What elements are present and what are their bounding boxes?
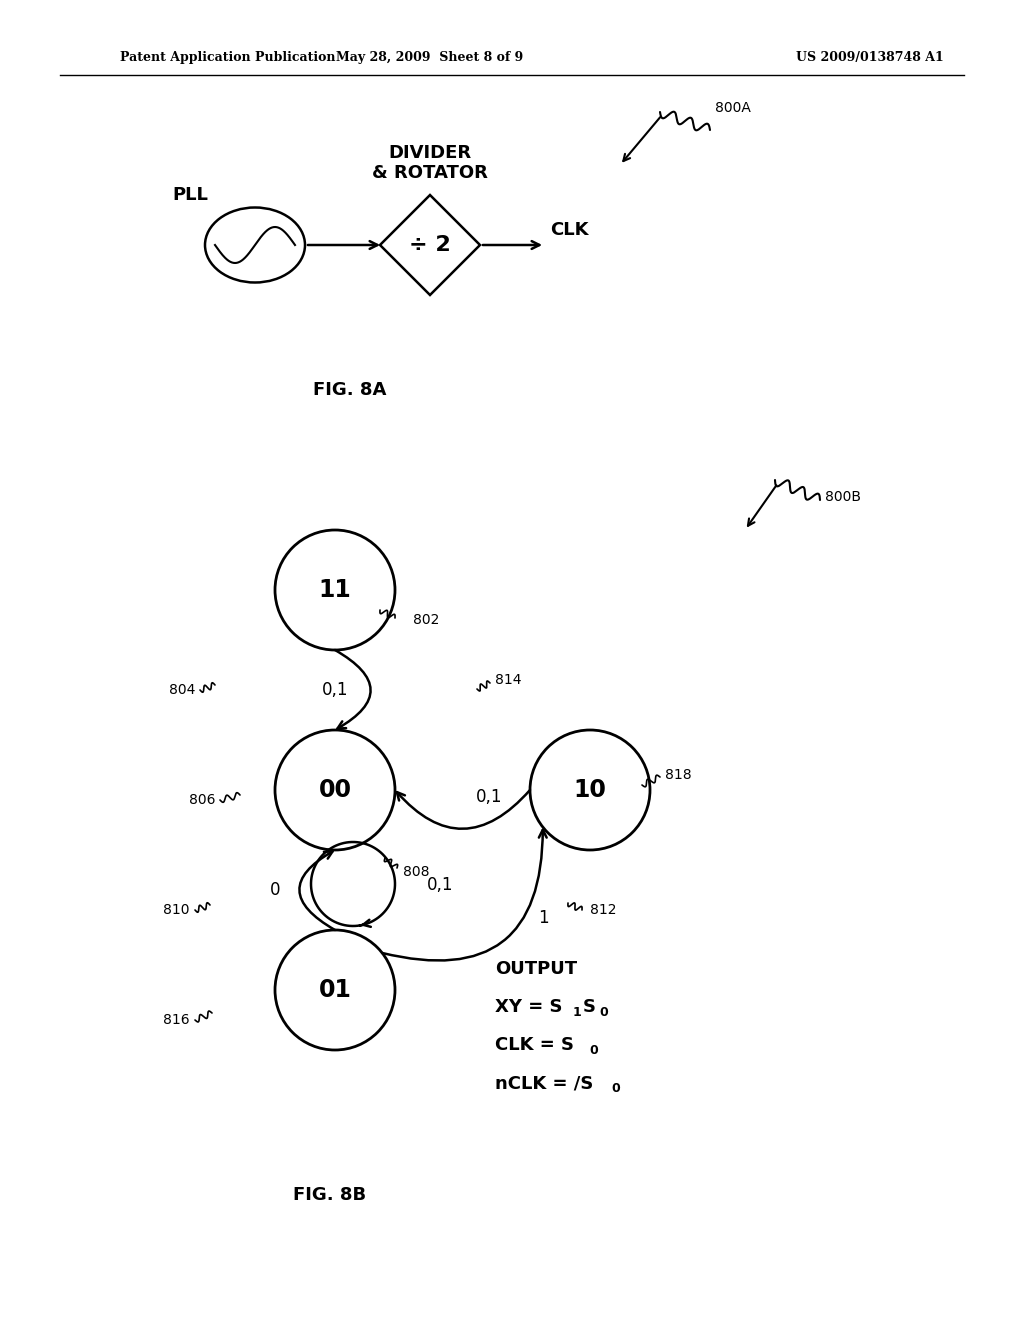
Text: 802: 802: [413, 612, 439, 627]
Text: XY = S: XY = S: [495, 998, 562, 1016]
Text: PLL: PLL: [172, 186, 208, 205]
Text: S: S: [583, 998, 596, 1016]
Text: ÷ 2: ÷ 2: [410, 235, 451, 255]
Text: 814: 814: [495, 673, 521, 686]
Text: 11: 11: [318, 578, 351, 602]
Text: & ROTATOR: & ROTATOR: [372, 164, 488, 182]
Text: 0: 0: [269, 880, 281, 899]
Text: 10: 10: [573, 777, 606, 803]
Text: FIG. 8B: FIG. 8B: [294, 1185, 367, 1204]
Text: 810: 810: [164, 903, 190, 917]
Text: CLK: CLK: [550, 220, 589, 239]
Text: 806: 806: [188, 793, 215, 807]
Text: 01: 01: [318, 978, 351, 1002]
FancyArrowPatch shape: [382, 830, 547, 961]
Text: 1: 1: [573, 1006, 582, 1019]
Text: 804: 804: [169, 682, 195, 697]
Text: Patent Application Publication: Patent Application Publication: [120, 51, 336, 65]
Text: 0,1: 0,1: [427, 876, 454, 894]
Text: 1: 1: [538, 908, 548, 927]
Text: 818: 818: [665, 768, 691, 781]
Text: DIVIDER: DIVIDER: [388, 144, 472, 162]
Text: nCLK = /S: nCLK = /S: [495, 1074, 593, 1092]
Text: 0: 0: [611, 1082, 620, 1096]
Text: 816: 816: [164, 1012, 190, 1027]
Text: OUTPUT: OUTPUT: [495, 960, 578, 978]
FancyArrowPatch shape: [335, 649, 371, 729]
FancyArrowPatch shape: [299, 851, 335, 931]
Text: US 2009/0138748 A1: US 2009/0138748 A1: [796, 51, 944, 65]
Text: 0,1: 0,1: [322, 681, 348, 700]
Text: 808: 808: [403, 865, 429, 879]
Text: 800A: 800A: [715, 102, 751, 115]
Text: 800B: 800B: [825, 490, 861, 504]
Text: 00: 00: [318, 777, 351, 803]
Text: 0,1: 0,1: [476, 788, 503, 807]
Text: CLK = S: CLK = S: [495, 1036, 574, 1053]
FancyArrowPatch shape: [397, 789, 530, 829]
Text: FIG. 8A: FIG. 8A: [313, 381, 387, 399]
Text: 0: 0: [599, 1006, 608, 1019]
Text: 812: 812: [590, 903, 616, 917]
Text: May 28, 2009  Sheet 8 of 9: May 28, 2009 Sheet 8 of 9: [336, 51, 523, 65]
Text: 0: 0: [589, 1044, 598, 1057]
